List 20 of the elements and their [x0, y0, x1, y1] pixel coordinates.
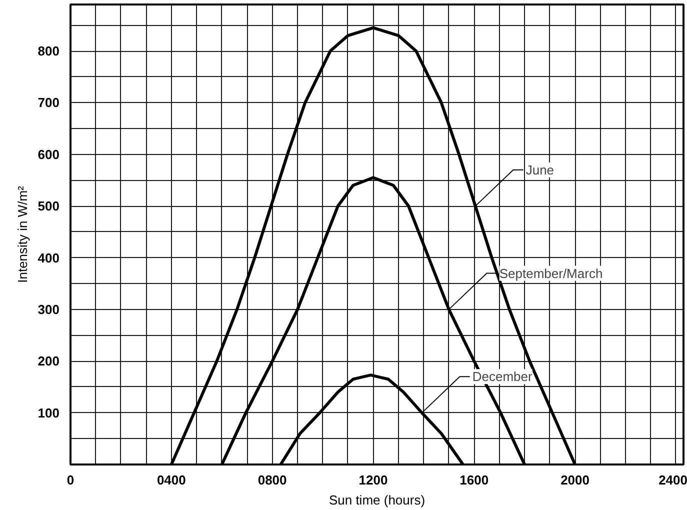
- x-tick-label: 0800: [258, 472, 287, 488]
- y-tick-label: 200: [38, 354, 60, 369]
- y-tick-label: 800: [38, 44, 60, 59]
- x-tick-label: 2400: [658, 472, 687, 488]
- x-tick-label: 2000: [560, 472, 590, 488]
- y-tick-label: 500: [38, 198, 60, 214]
- annotation: December: [472, 369, 533, 384]
- annotation: September/March: [499, 266, 603, 281]
- x-tick-label: 0: [66, 472, 74, 488]
- annotation: June: [526, 162, 554, 178]
- x-tick-label: 1200: [358, 472, 388, 488]
- y-tick-label: 100: [38, 405, 60, 420]
- y-tick-label: 300: [38, 302, 60, 317]
- y-tick-label: 700: [38, 95, 60, 110]
- x-tick-label: 0400: [156, 472, 186, 488]
- y-tick-label: 600: [38, 146, 60, 162]
- x-axis-title: Sun time (hours): [328, 492, 426, 508]
- y-axis-title: Intensity in W/m²: [14, 185, 30, 283]
- x-tick-label: 1600: [460, 472, 489, 488]
- y-tick-label: 400: [38, 250, 60, 266]
